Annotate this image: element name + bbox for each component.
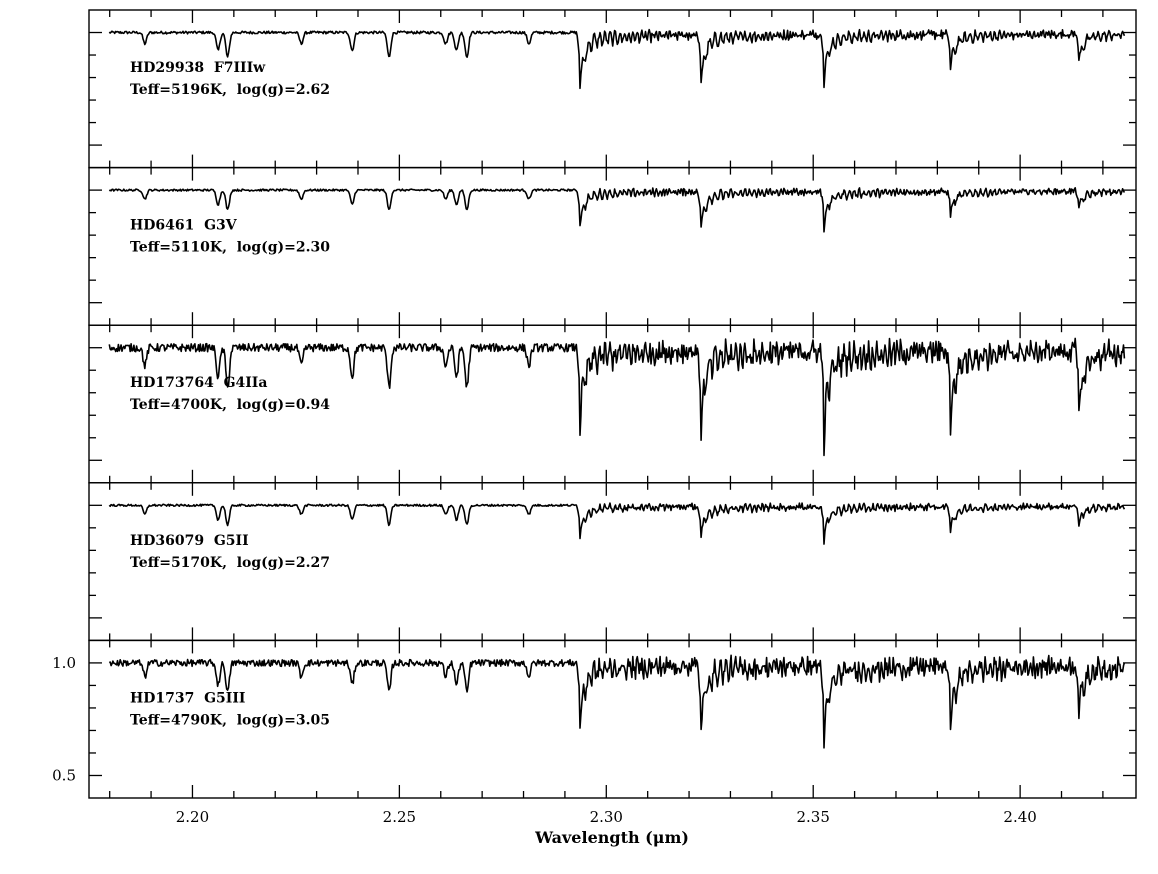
star-name-label: HD173764 G4IIa [130, 375, 267, 391]
spectrum-panel: HD173764 G4IIa Teff=4700K, log(g)=0.94 [88, 324, 1137, 484]
spectrum-line [108, 337, 1126, 457]
x-tick-label: 2.40 [1003, 808, 1036, 826]
star-name-label: HD36079 G5II [130, 533, 249, 549]
star-params-label: Teff=5196K, log(g)=2.62 [130, 82, 330, 98]
spectrum-line [108, 187, 1126, 233]
spectrum-panel: HD36079 G5II Teff=5170K, log(g)=2.27 [88, 482, 1137, 642]
x-tick-label: 2.30 [590, 808, 623, 826]
x-tick-label: 2.35 [797, 808, 830, 826]
x-tick-label: 2.20 [176, 808, 209, 826]
star-name-label: HD6461 G3V [130, 218, 238, 234]
spectrum-line [108, 654, 1126, 749]
y-tick-label: 0.5 [52, 766, 76, 784]
x-axis-label: Wavelength (μm) [534, 828, 689, 847]
star-params-label: Teff=5110K, log(g)=2.30 [130, 240, 330, 256]
spectrum-panels: HD29938 F7IIIw Teff=5196K, log(g)=2.62 HD6… [52, 9, 1137, 799]
panel-frame [88, 639, 1137, 799]
spectrum-panel: HD6461 G3V Teff=5110K, log(g)=2.30 [88, 166, 1137, 326]
star-name-label: HD1737 G5III [130, 690, 245, 706]
spectrum-line [108, 28, 1126, 90]
spectrum-panel: 0.5 1.0 HD1737 G5III Teff=4790K, log(g)=3.0… [52, 639, 1137, 799]
star-params-label: Teff=5170K, log(g)=2.27 [130, 555, 330, 571]
star-params-label: Teff=4700K, log(g)=0.94 [130, 397, 330, 413]
x-tick-label: 2.25 [383, 808, 416, 826]
x-tick-labels: 2.20 2.25 2.30 2.35 2.40 [176, 808, 1037, 826]
spectrum-panel: HD29938 F7IIIw Teff=5196K, log(g)=2.62 [88, 9, 1137, 169]
star-name-label: HD29938 F7IIIw [130, 60, 266, 76]
spectrum-line [108, 502, 1126, 545]
y-tick-label: 1.0 [52, 654, 76, 672]
star-params-label: Teff=4790K, log(g)=3.05 [130, 712, 330, 728]
